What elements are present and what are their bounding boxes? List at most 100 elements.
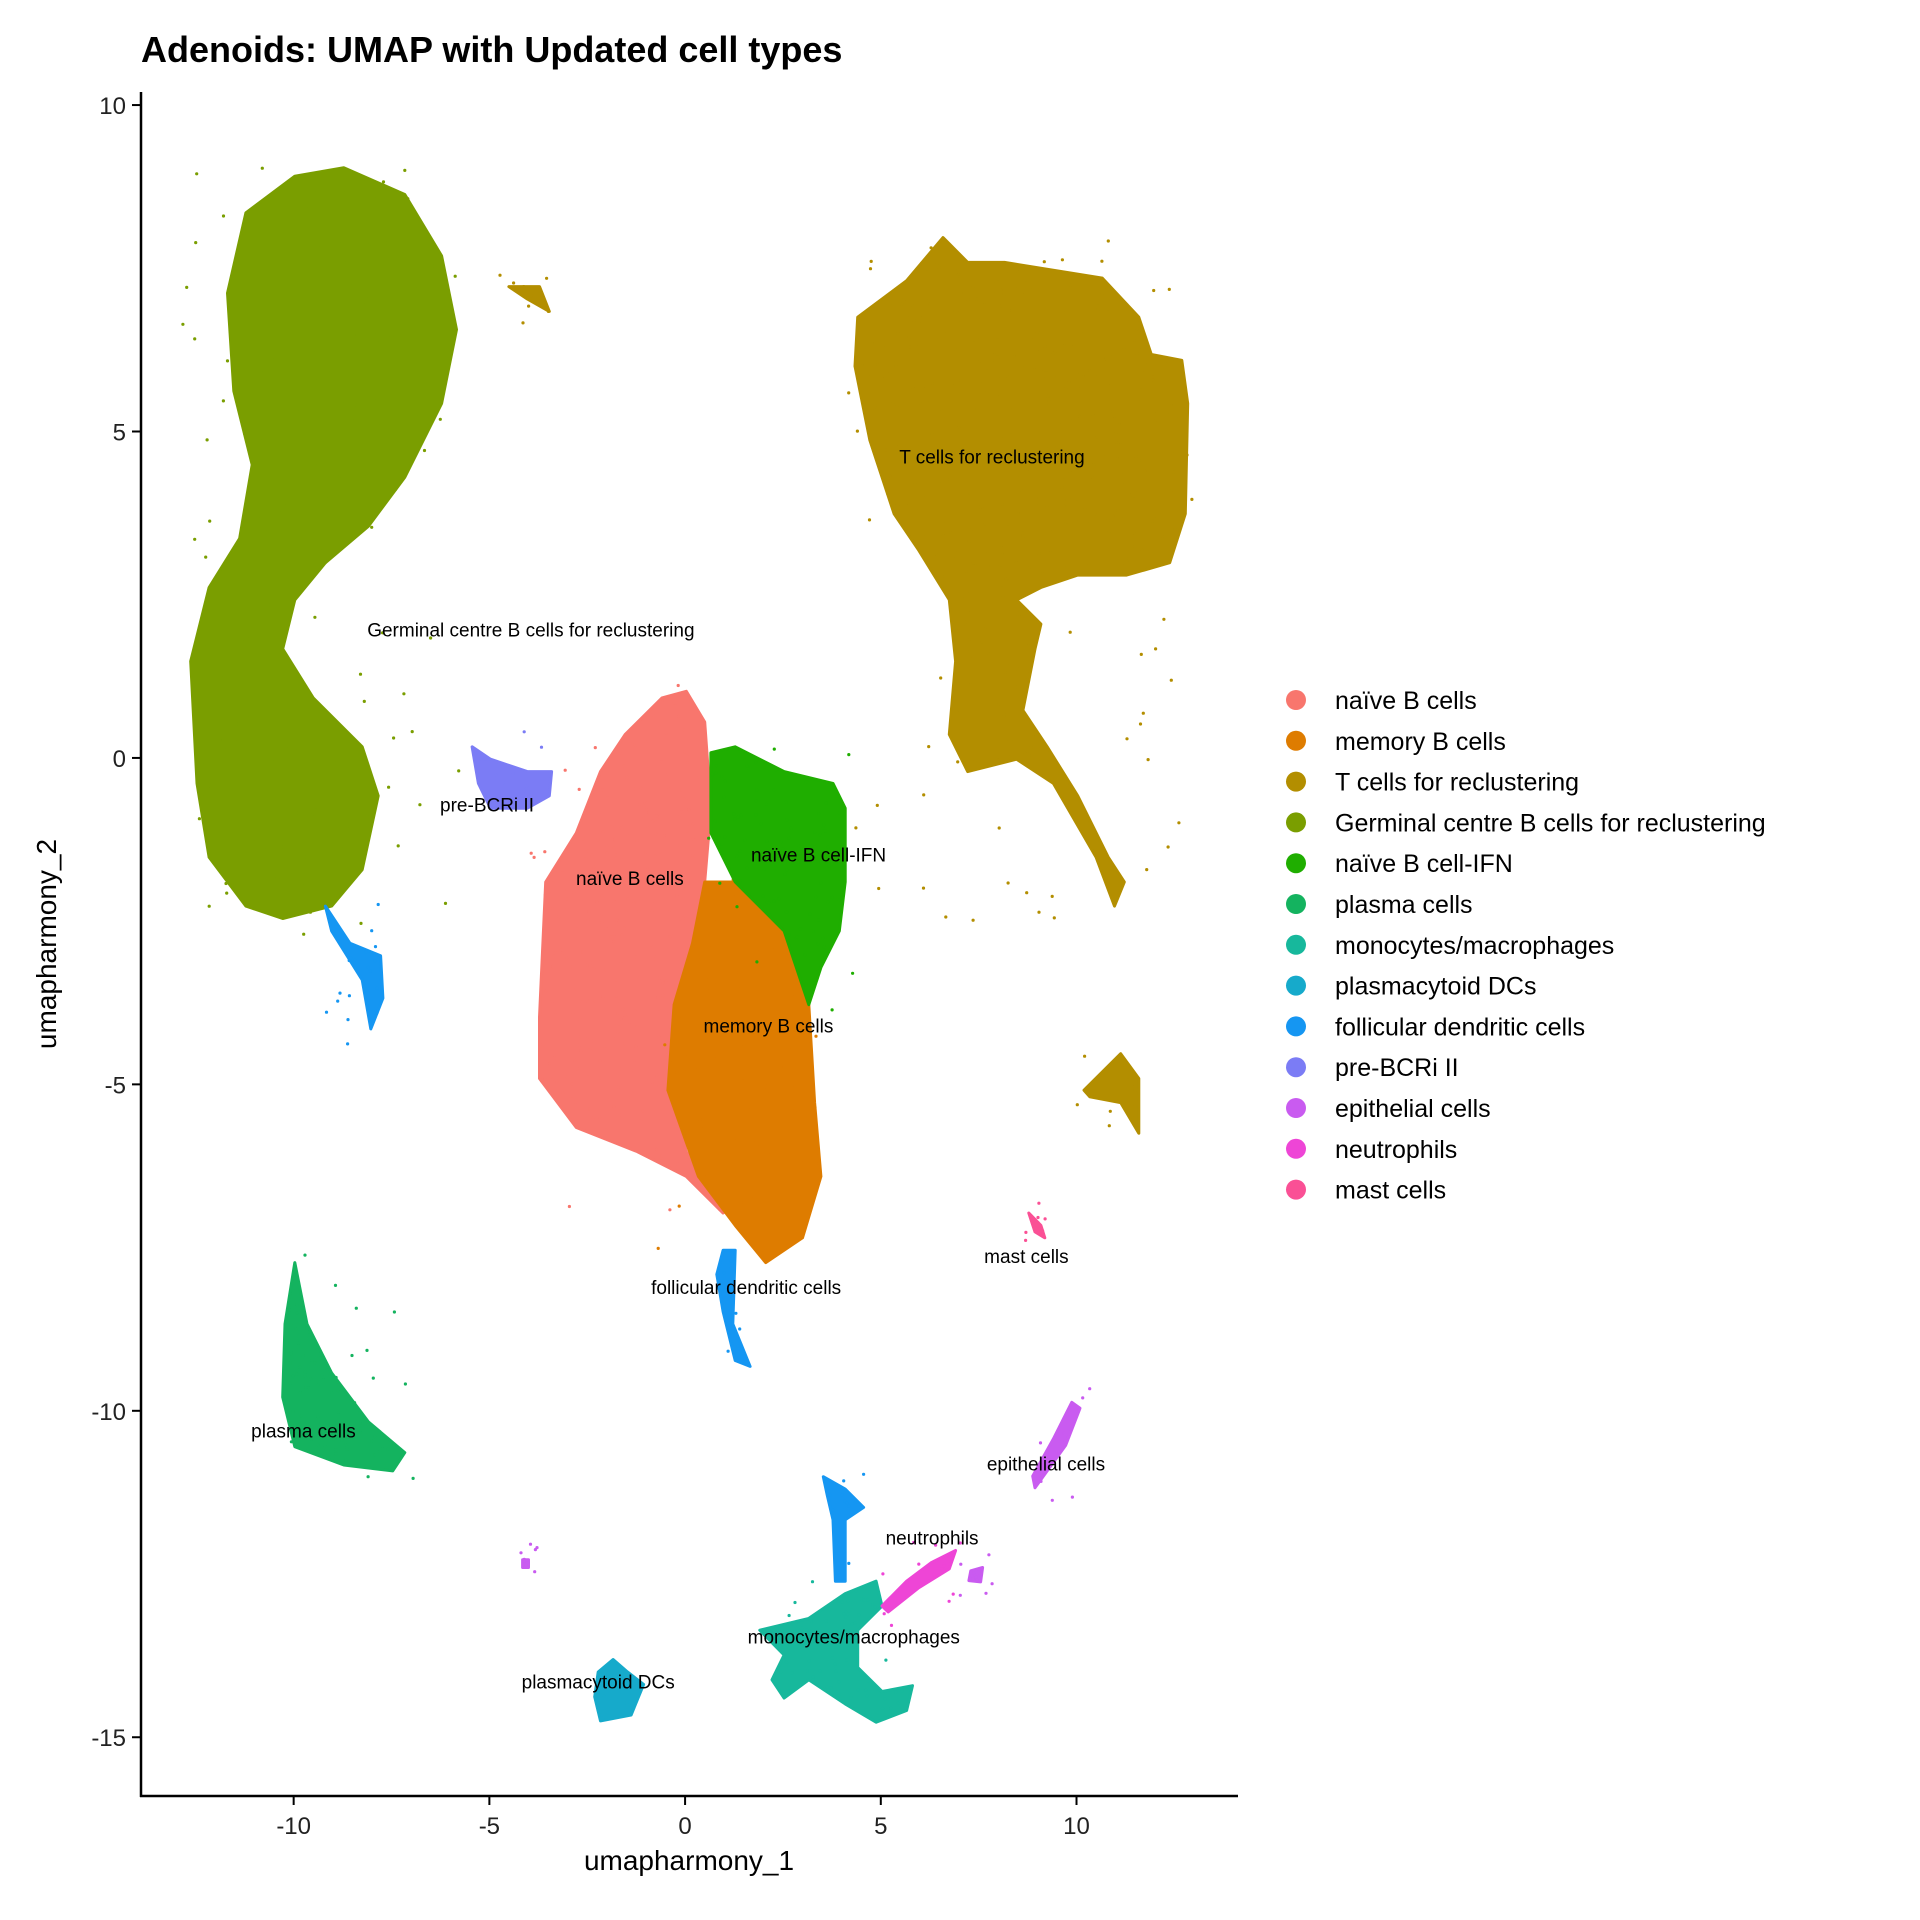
data-point [658, 814, 662, 818]
data-point [222, 699, 226, 703]
data-point [625, 1703, 630, 1707]
data-point [676, 1115, 680, 1119]
data-point [830, 1008, 834, 1012]
data-point [236, 722, 240, 726]
data-point [278, 714, 282, 718]
data-point [997, 395, 1002, 399]
data-point [696, 1117, 700, 1121]
cluster-label: memory B cells [704, 1017, 834, 1038]
data-point [373, 194, 377, 198]
data-point [310, 542, 314, 546]
data-point [774, 768, 778, 772]
data-point [925, 304, 930, 308]
data-point [199, 795, 203, 799]
data-point [336, 761, 341, 765]
data-point [274, 717, 278, 721]
data-point [540, 1079, 544, 1083]
data-point [837, 898, 841, 902]
data-point [952, 626, 956, 630]
data-point [354, 242, 359, 246]
data-point [1075, 1103, 1079, 1107]
data-point [1165, 413, 1169, 417]
data-point [790, 1622, 794, 1626]
data-point [828, 1493, 832, 1497]
data-point [1000, 336, 1004, 340]
data-point [637, 909, 641, 913]
data-point [374, 396, 378, 400]
data-point [616, 1030, 620, 1034]
legend-item: monocytes/macrophages [1286, 932, 1614, 960]
data-point [1064, 520, 1069, 524]
data-point [814, 1161, 818, 1165]
data-point [380, 192, 384, 196]
data-point [945, 1557, 949, 1561]
data-point [340, 240, 344, 244]
data-point [653, 854, 657, 858]
data-point [961, 648, 965, 652]
data-point [372, 312, 376, 316]
data-point [240, 709, 244, 713]
legend-label: memory B cells [1335, 728, 1506, 756]
data-point [612, 900, 616, 904]
data-point [270, 357, 274, 361]
data-point [868, 267, 873, 271]
data-point [657, 738, 661, 742]
data-point [1045, 504, 1049, 508]
data-point [540, 1075, 544, 1079]
data-point [235, 740, 239, 744]
data-point [274, 702, 278, 706]
data-point [522, 730, 526, 734]
data-point [330, 891, 334, 895]
data-point [739, 813, 743, 818]
data-point [588, 1107, 592, 1111]
data-point [622, 764, 626, 768]
data-point [411, 1476, 415, 1480]
data-point [650, 909, 654, 913]
data-point [1045, 394, 1050, 398]
data-point [303, 1370, 307, 1374]
data-point [243, 432, 247, 436]
data-point [955, 628, 959, 633]
data-point [701, 826, 705, 830]
data-point [575, 927, 579, 931]
data-point [286, 792, 290, 796]
data-point [381, 264, 385, 269]
data-point [323, 561, 327, 565]
data-point [197, 817, 201, 821]
data-point [847, 1504, 851, 1508]
data-point [545, 276, 549, 280]
data-point [1044, 404, 1048, 408]
legend-label: plasma cells [1335, 891, 1473, 919]
data-point [726, 1164, 731, 1168]
data-point [612, 939, 616, 944]
data-point [689, 698, 693, 702]
data-point [878, 461, 882, 465]
data-point [555, 1079, 559, 1083]
data-point [477, 752, 481, 757]
legend-label: mast cells [1335, 1177, 1446, 1205]
data-point [298, 1365, 302, 1369]
data-point [967, 539, 971, 543]
data-point [859, 1597, 863, 1601]
series-epithelial-cells [519, 1387, 1092, 1597]
data-point [918, 521, 922, 525]
data-point [1009, 311, 1013, 315]
data-point [847, 391, 851, 395]
series-plasma-cells [281, 1253, 415, 1480]
data-point [1100, 280, 1105, 284]
data-point [484, 757, 488, 761]
data-point [840, 1600, 844, 1604]
data-point [1053, 1436, 1058, 1440]
data-point [535, 1546, 539, 1550]
data-point [999, 543, 1003, 547]
data-point [223, 748, 227, 752]
data-point [601, 876, 605, 880]
data-point [627, 1020, 631, 1024]
data-point [734, 1311, 738, 1315]
data-point [333, 367, 338, 371]
data-point [291, 244, 295, 248]
data-point [567, 1204, 572, 1209]
data-point [1067, 447, 1072, 451]
data-point [375, 1011, 379, 1015]
data-point [320, 497, 324, 501]
